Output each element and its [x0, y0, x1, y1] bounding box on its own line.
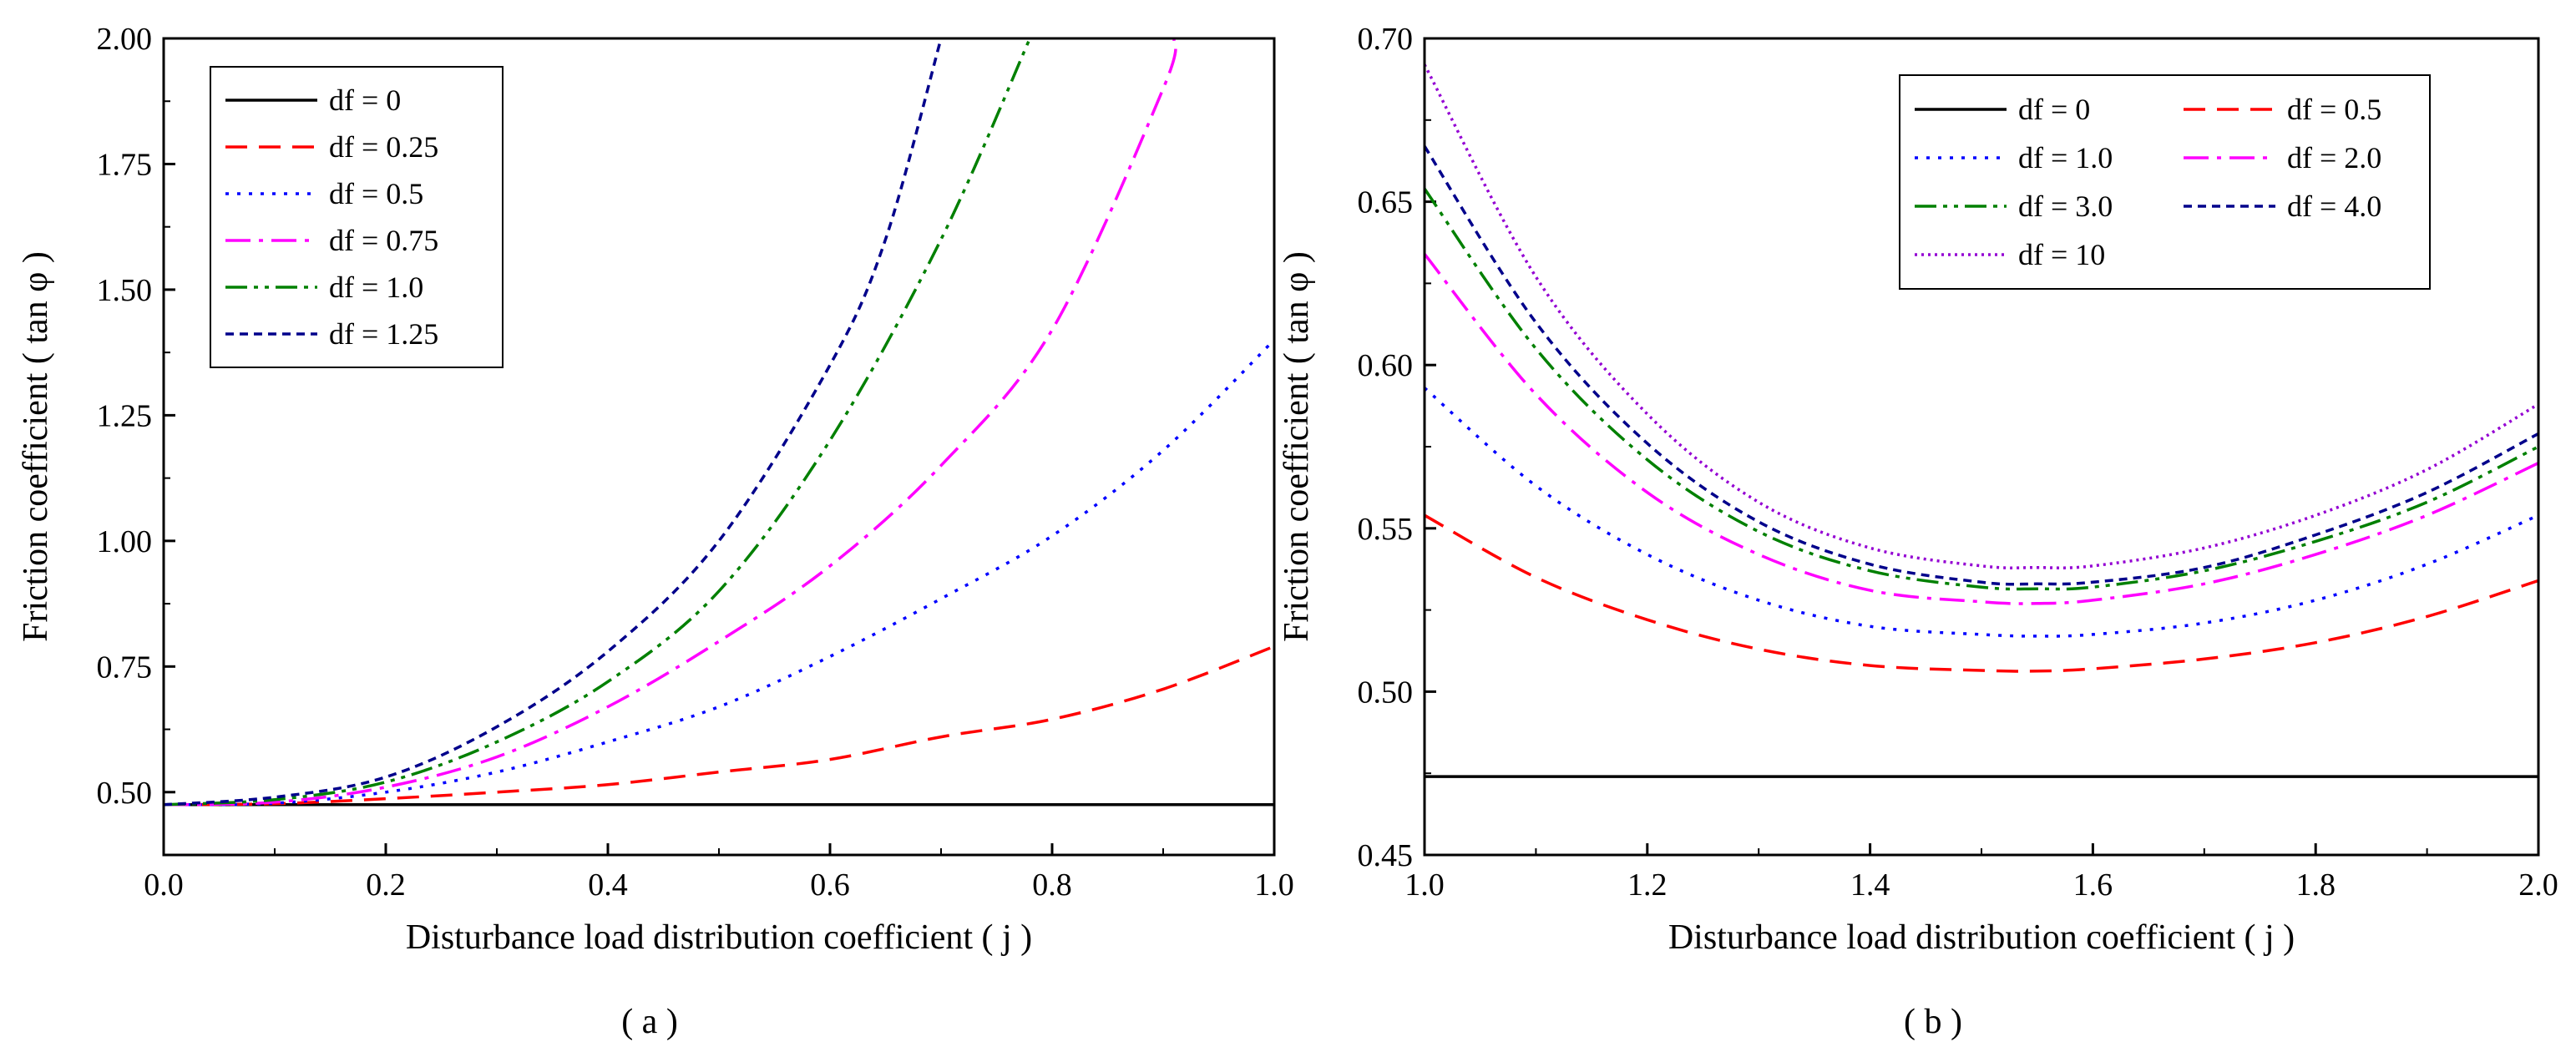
x-tick-label: 1.8 [2295, 867, 2336, 903]
y-tick-label: 0.50 [97, 776, 153, 811]
y-tick-label: 0.45 [1358, 838, 1414, 873]
panel-a-ticks: 0.0 0.2 0.4 0.6 0.8 1.0 0.50 0.75 1.00 1.25 1.50 1.… [97, 22, 1294, 903]
x-tick-label: 0.0 [144, 867, 184, 903]
panel-b-series [1425, 63, 2538, 778]
panel-b-plot-frame [1423, 37, 2540, 857]
series-line [1425, 387, 2538, 638]
legend-entry: df = 1.25 [329, 317, 438, 351]
y-tick-label: 0.65 [1358, 185, 1414, 220]
series-line [164, 38, 1177, 807]
legend-entry: df = 0.25 [329, 130, 438, 164]
y-tick-label: 1.00 [97, 524, 153, 559]
series-line [1425, 513, 2538, 673]
legend-entry: df = 1.0 [2018, 141, 2113, 174]
legend-entry: df = 0.5 [329, 177, 423, 210]
panel-b-y-axis-label: Friction coefficient ( tan φ ) [1278, 251, 1316, 642]
x-tick-label: 0.8 [1032, 867, 1072, 903]
panel-b: 1.0 1.2 1.4 1.6 1.8 2.0 0.45 0.50 0.55 0.60 0.65 0.… [1278, 22, 2558, 1041]
panel-a-y-axis-label: Friction coefficient ( tan φ ) [17, 251, 55, 642]
series-line [164, 338, 1274, 807]
series-line [164, 38, 943, 807]
x-tick-label: 0.2 [366, 867, 406, 903]
x-tick-label: 1.6 [2073, 867, 2113, 903]
y-tick-label: 2.00 [97, 22, 153, 57]
y-tick-label: 0.60 [1358, 348, 1414, 383]
series-line [164, 645, 1274, 807]
y-tick-label: 1.25 [97, 398, 153, 433]
y-tick-label: 0.55 [1358, 512, 1414, 547]
y-tick-label: 0.75 [97, 650, 153, 685]
panel-a-series [164, 38, 1274, 807]
panel-a: 0.0 0.2 0.4 0.6 0.8 1.0 0.50 0.75 1.00 1.25 1.50 1.… [17, 22, 1294, 1041]
legend-entry: df = 3.0 [2018, 190, 2113, 223]
legend-entry: df = 10 [2018, 238, 2105, 271]
series-line [1425, 253, 2538, 605]
panel-a-legend: df = 0 df = 0.25 df = 0.5 df = 0.75 df = 1.0… [210, 66, 504, 368]
x-tick-label: 2.0 [2518, 867, 2558, 903]
x-tick-label: 0.6 [810, 867, 850, 903]
panel-a-caption: ( a ) [621, 1003, 678, 1041]
x-tick-label: 1.0 [1254, 867, 1294, 903]
legend-entry: df = 4.0 [2287, 190, 2381, 223]
legend-entry: df = 0.75 [329, 224, 438, 257]
legend-entry: df = 0.5 [2287, 93, 2381, 126]
panel-a-plot-frame [162, 37, 1276, 857]
x-tick-label: 1.0 [1404, 867, 1445, 903]
y-tick-label: 1.75 [97, 147, 153, 182]
x-tick-label: 0.4 [588, 867, 628, 903]
panel-b-legend: df = 0 df = 0.5 df = 1.0 df = 2.0 df = 3.0 df… [1899, 74, 2431, 290]
y-tick-label: 1.50 [97, 273, 153, 308]
legend-box [210, 66, 504, 368]
y-tick-label: 0.50 [1358, 675, 1414, 710]
panel-b-ticks: 1.0 1.2 1.4 1.6 1.8 2.0 0.45 0.50 0.55 0.60 0.65 0.… [1358, 22, 2558, 903]
legend-entry: df = 2.0 [2287, 141, 2381, 174]
series-line [1425, 188, 2538, 591]
series-line [1425, 145, 2538, 586]
legend-entry: df = 0 [2018, 93, 2090, 126]
x-tick-label: 1.4 [1850, 867, 1890, 903]
panel-a-x-axis-label: Disturbance load distribution coefficien… [406, 918, 1032, 957]
series-line [164, 38, 1032, 807]
legend-entry: df = 0 [329, 83, 401, 117]
panel-b-x-axis-label: Disturbance load distribution coefficien… [1668, 918, 2295, 957]
x-tick-label: 1.2 [1627, 867, 1668, 903]
panel-b-caption: ( b ) [1904, 1003, 1962, 1041]
legend-entry: df = 1.0 [329, 271, 423, 304]
y-tick-label: 0.70 [1358, 22, 1414, 57]
